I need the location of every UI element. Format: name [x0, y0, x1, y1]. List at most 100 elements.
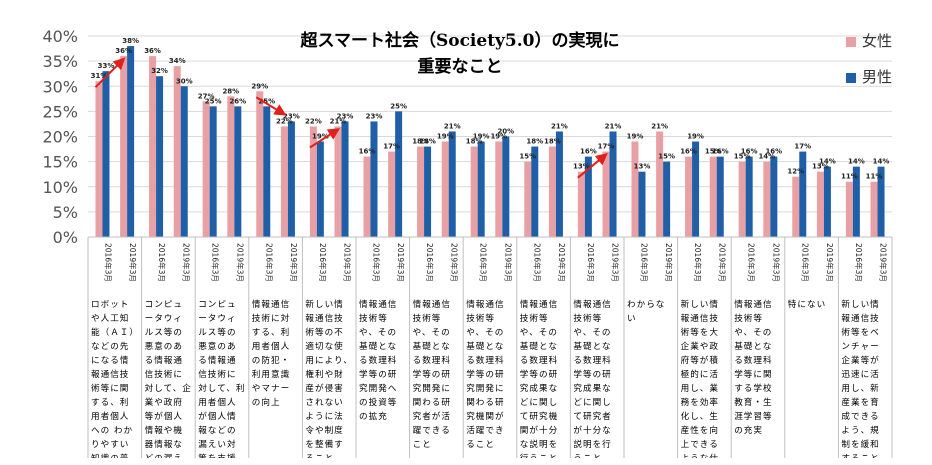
data-label: 19%: [627, 133, 644, 141]
data-label: 18%: [419, 138, 436, 146]
x-tick-label: 2019年3月: [718, 243, 728, 282]
data-label: 25%: [390, 102, 407, 110]
bar-male: [209, 106, 217, 237]
data-label: 25%: [205, 97, 222, 105]
x-tick-label: 2019年3月: [182, 243, 192, 282]
x-tick-label: 2019年3月: [503, 243, 513, 282]
bar-male: [799, 151, 807, 237]
y-tick-label: 5%: [53, 203, 78, 222]
data-label: 16%: [741, 148, 758, 156]
bar-female: [149, 56, 157, 237]
x-tick-label: 2019年3月: [396, 243, 406, 282]
data-label: 32%: [151, 67, 168, 75]
bar-female: [120, 56, 128, 237]
data-label: 19%: [312, 133, 329, 141]
data-label: 19%: [437, 133, 454, 141]
bar-male: [424, 146, 432, 237]
gridlines: [88, 35, 892, 238]
bar-female: [870, 181, 878, 237]
bar-male: [180, 86, 188, 237]
data-label: 16%: [765, 148, 782, 156]
category-label: コンピュータウィルス等の悪意のある情報通信技術に対して、企業や政府等が個人情報や…: [144, 300, 192, 458]
bar-female: [816, 171, 824, 237]
data-label: 30%: [176, 77, 193, 85]
data-label: 13%: [573, 163, 590, 171]
bar-female: [763, 161, 771, 237]
x-tick-label: 2019年3月: [289, 243, 299, 282]
bar-female: [388, 151, 396, 237]
y-tick-label: 35%: [42, 52, 78, 71]
category-label: 情報通信技術等や、その基礎となる数理科学等に関する学校教育・生涯学習等の充実: [734, 300, 773, 436]
data-label: 36%: [115, 47, 132, 55]
trend-arrows: [94, 57, 608, 179]
data-label: 13%: [812, 163, 829, 171]
bar-female: [524, 161, 532, 237]
x-tick-label: 2019年3月: [343, 243, 353, 282]
x-tick-label: 2019年3月: [825, 243, 835, 282]
x-tick-label: 2016年3月: [211, 243, 221, 282]
y-tick-label: 10%: [42, 178, 78, 197]
category-label: 新しい情報通信技術等の不適切な使用により、権利や財産が侵害されないように法令や制…: [305, 300, 353, 458]
data-label: 17%: [794, 143, 811, 151]
data-label: 14%: [873, 158, 890, 166]
bar-male: [692, 141, 700, 237]
data-label: 23%: [366, 112, 383, 120]
bar-male: [663, 161, 671, 237]
bar-male: [638, 171, 646, 237]
data-label: 31%: [91, 72, 108, 80]
x-tick-label: 2016年3月: [586, 243, 596, 282]
chart-title-line1: 超スマート社会（Society5.0）の実現に: [300, 31, 620, 51]
x-tick-label: 2019年3月: [879, 243, 889, 282]
x-tick-label: 2016年3月: [693, 243, 703, 282]
x-tick-label: 2019年3月: [128, 243, 138, 282]
bar-male: [477, 141, 485, 237]
data-label: 23%: [337, 112, 354, 120]
bar-male: [316, 141, 324, 237]
bar-female: [738, 161, 746, 237]
category-label: ロボットや人工知能（ＡＩ）などの先になる情報通信技術等に関する、利用者個人への …: [91, 300, 135, 458]
data-label: 16%: [580, 148, 597, 156]
data-label: 16%: [712, 148, 729, 156]
bar-male: [370, 121, 378, 237]
bar-male: [852, 166, 860, 237]
data-label: 19%: [687, 133, 704, 141]
bar-male: [555, 131, 563, 237]
data-label: 36%: [144, 47, 161, 55]
x-tick-label: 2016年3月: [264, 243, 274, 282]
data-label: 16%: [359, 148, 376, 156]
data-label: 23%: [283, 112, 300, 120]
bar-female: [280, 126, 288, 237]
data-label: 38%: [122, 37, 139, 45]
data-label: 16%: [680, 148, 697, 156]
data-label: 18%: [412, 138, 429, 146]
data-label: 21%: [551, 122, 568, 130]
x-tick-label: 2016年3月: [532, 243, 542, 282]
bar-male: [877, 166, 885, 237]
data-label: 17%: [598, 143, 615, 151]
y-axis-ticks: 0% 5% 10% 15% 20% 25% 30% 35% 40%: [42, 27, 78, 247]
legend-item-male: 男性: [846, 66, 892, 87]
data-label: 12%: [787, 168, 804, 176]
legend-swatch-female: [846, 36, 856, 47]
y-tick-label: 25%: [42, 102, 78, 121]
data-label: 20%: [497, 128, 514, 136]
data-label: 27%: [198, 92, 215, 100]
bar-female: [548, 146, 556, 237]
bar-male: [102, 71, 110, 237]
category-label: 情報通信技術等や、その基礎となる数理科学等の研究開発に関わる研究機関が活躍できる…: [466, 300, 505, 450]
x-tick-label: 2019年3月: [450, 243, 460, 282]
x-tick-label: 2016年3月: [103, 243, 113, 282]
x-tick-label: 2016年3月: [157, 243, 167, 282]
bar-female: [495, 141, 503, 237]
category-label: 特にない: [787, 300, 827, 310]
legend-item-female: 女性: [846, 30, 892, 51]
data-label: 13%: [634, 163, 651, 171]
data-label: 22%: [305, 117, 322, 125]
bar-female: [792, 176, 800, 237]
data-label: 15%: [658, 153, 675, 161]
data-label: 21%: [330, 117, 347, 125]
bar-female: [202, 101, 210, 237]
bar-male: [823, 166, 831, 237]
bar-female: [602, 151, 610, 237]
